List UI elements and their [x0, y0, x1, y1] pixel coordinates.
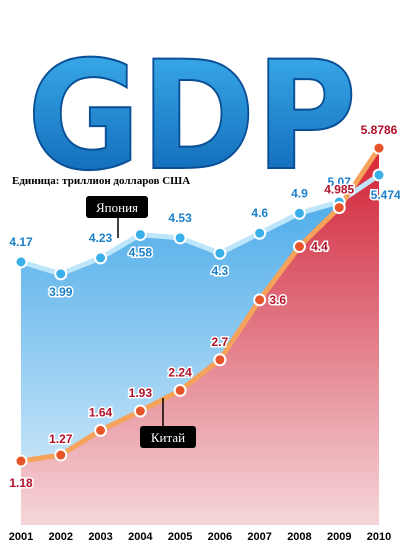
china-data-label: 5.8786 — [361, 123, 398, 137]
unit-label: Единица: триллион долларов США — [12, 175, 190, 187]
japan-data-label: 5.4742 — [371, 188, 400, 202]
x-tick-label: 2005 — [168, 531, 192, 543]
japan-line — [20, 172, 381, 277]
japan-data-label: 4.9 — [291, 186, 308, 200]
china-point — [372, 141, 386, 155]
japan-data-label: 4.6 — [251, 206, 268, 220]
china-point — [94, 423, 108, 437]
china-point — [253, 293, 267, 307]
x-tick-label: 2009 — [327, 531, 351, 543]
japan-point — [173, 231, 187, 245]
japan-data-label: 5.07 — [328, 175, 352, 189]
x-tick-label: 2001 — [9, 531, 33, 543]
japan-point — [292, 206, 306, 220]
china-data-label: 4.4 — [311, 240, 328, 254]
x-tick-label: 2007 — [247, 531, 271, 543]
japan-point — [372, 168, 386, 182]
china-point — [292, 240, 306, 254]
china-data-label: 1.27 — [49, 432, 73, 446]
japan-data-label: 3.99 — [49, 285, 73, 299]
japan-point — [14, 255, 28, 269]
china-line — [20, 146, 382, 464]
china-data-label: 1.18 — [9, 476, 33, 490]
china-area — [21, 148, 379, 525]
china-data-label: 1.64 — [89, 405, 113, 419]
china-data-label: 4.985 — [324, 183, 354, 197]
china-data-label: 2.24 — [168, 365, 192, 379]
x-tick-label: 2002 — [49, 531, 73, 543]
japan-point — [94, 251, 108, 265]
china-point — [213, 353, 227, 367]
x-tick-label: 2003 — [88, 531, 112, 543]
china-tag-box — [140, 426, 196, 448]
x-tick-label: 2010 — [367, 531, 391, 543]
chart-title: GDP — [27, 30, 357, 204]
x-tick-label: 2004 — [128, 531, 153, 543]
japan-data-label: 4.23 — [89, 231, 113, 245]
china-point — [14, 454, 28, 468]
china-data-label: 3.6 — [269, 293, 286, 307]
japan-point — [54, 267, 68, 281]
china-data-label: 1.93 — [129, 386, 153, 400]
japan-tag: Япония — [96, 200, 138, 215]
china-point — [54, 448, 68, 462]
japan-point — [253, 226, 267, 240]
japan-data-label: 4.17 — [9, 235, 33, 249]
japan-data-label: 4.58 — [129, 246, 153, 260]
china-tag: Китай — [151, 430, 185, 445]
china-point — [133, 404, 147, 418]
china-point — [173, 383, 187, 397]
japan-point — [213, 246, 227, 260]
x-tick-label: 2006 — [208, 531, 232, 543]
japan-point — [133, 228, 147, 242]
japan-data-label: 4.53 — [168, 211, 192, 225]
china-point — [332, 201, 346, 215]
japan-tag-box — [86, 196, 148, 218]
china-data-label: 2.7 — [212, 335, 229, 349]
x-tick-label: 2008 — [287, 531, 311, 543]
japan-data-label: 4.3 — [212, 264, 229, 278]
